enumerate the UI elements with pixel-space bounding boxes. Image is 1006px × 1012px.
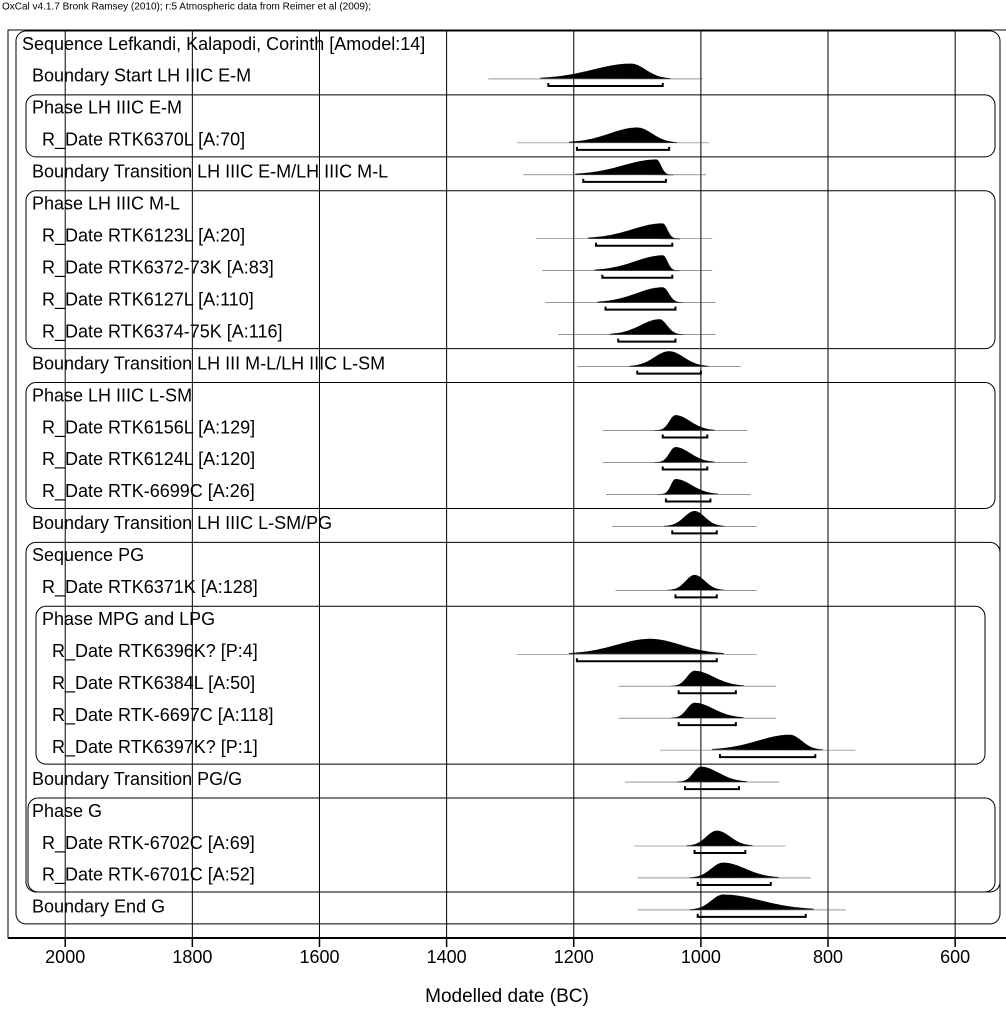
row-label: R_Date RTK6123L [A:20] xyxy=(42,226,245,247)
range-bar xyxy=(674,594,718,599)
x-tick-label: 1400 xyxy=(427,947,467,967)
x-tick-label: 1200 xyxy=(554,947,594,967)
posterior xyxy=(594,255,680,272)
posterior xyxy=(711,734,823,751)
range-bar xyxy=(696,881,772,886)
posterior xyxy=(568,638,724,654)
range-bar xyxy=(661,434,709,439)
group-box xyxy=(15,30,1001,925)
row-label: Phase LH IIIC E-M xyxy=(32,98,182,118)
range-bar xyxy=(677,690,737,695)
x-tick-label: 800 xyxy=(813,947,843,967)
posterior xyxy=(689,862,779,879)
row-label: Phase LH IIIC L-SM xyxy=(32,385,192,405)
group-box xyxy=(35,605,986,765)
range-bar xyxy=(718,754,817,759)
row-label: Boundary Transition LH III M-L/LH IIIC L… xyxy=(32,353,385,373)
row-label: R_Date RTK6372-73K [A:83] xyxy=(42,257,274,278)
range-bar xyxy=(636,370,702,375)
x-tick-label: 2000 xyxy=(45,947,85,967)
row-label: R_Date RTK-6697C [A:118] xyxy=(52,705,273,726)
row-label: R_Date RTK6370L [A:70] xyxy=(42,130,245,151)
posterior xyxy=(540,63,671,79)
range-bar xyxy=(683,786,741,791)
range-bar xyxy=(601,274,674,279)
row-label: Boundary Transition PG/G xyxy=(32,769,242,789)
row-label: R_Date RTK6156L [A:129] xyxy=(42,417,255,438)
range-bar xyxy=(575,658,718,663)
x-tick-label: 1800 xyxy=(172,947,212,967)
group-box xyxy=(25,190,996,350)
row-label: Boundary Transition LH IIIC L-SM/PG xyxy=(32,513,332,533)
posterior xyxy=(610,319,684,335)
x-tick-label: 1000 xyxy=(681,947,721,967)
posterior xyxy=(575,159,674,176)
range-bar xyxy=(582,178,667,183)
row-label: Sequence PG xyxy=(32,545,144,565)
range-bar xyxy=(664,498,712,503)
posterior xyxy=(654,415,715,431)
group-box xyxy=(25,94,996,158)
row-label: Phase MPG and LPG xyxy=(42,609,215,629)
posterior xyxy=(587,223,681,240)
range-bar xyxy=(575,146,671,151)
range-bar xyxy=(677,722,737,727)
x-tick-label: 600 xyxy=(940,947,970,967)
x-axis-label: Modelled date (BC) xyxy=(425,986,589,1007)
row-label: R_Date RTK6127L [A:110] xyxy=(42,289,254,310)
posterior xyxy=(597,287,683,303)
range-bar xyxy=(671,530,718,535)
posterior xyxy=(686,830,753,847)
row-label: R_Date RTK6396K? [P:4] xyxy=(52,641,258,662)
software-note: OxCal v4.1.7 Bronk Ramsey (2010); r:5 At… xyxy=(2,2,371,13)
posterior xyxy=(667,574,725,591)
row-label: R_Date RTK6384L [A:50] xyxy=(52,673,255,694)
row-label: Boundary Transition LH IIIC E-M/LH IIIC … xyxy=(32,162,388,182)
posterior xyxy=(676,766,748,783)
posterior xyxy=(568,127,677,143)
posterior xyxy=(670,702,744,719)
x-tick-label: 1600 xyxy=(299,947,339,967)
posterior xyxy=(654,447,715,463)
range-bar xyxy=(693,850,747,854)
row-label: Boundary End G xyxy=(32,897,165,917)
posterior xyxy=(657,478,718,495)
range-bar xyxy=(594,242,674,247)
row-label: R_Date RTK-6699C [A:26] xyxy=(42,481,255,502)
range-bar xyxy=(696,913,807,918)
group-box xyxy=(27,797,996,893)
row-label: Phase LH IIIC M-L xyxy=(32,194,180,214)
row-label: Sequence Lefkandi, Kalapodi, Corinth [Am… xyxy=(22,34,425,54)
range-bar xyxy=(547,82,664,87)
posterior xyxy=(689,894,814,911)
row-label: R_Date RTK-6702C [A:69] xyxy=(42,833,255,854)
row-label: R_Date RTK6397K? [P:1] xyxy=(52,737,258,758)
row-label: R_Date RTK6374-75K [A:116] xyxy=(42,321,282,342)
row-label: Boundary Start LH IIIC E-M xyxy=(32,66,251,86)
row-label: Phase G xyxy=(32,801,102,821)
range-bar xyxy=(604,306,677,311)
posterior xyxy=(629,351,709,367)
row-label: R_Date RTK6124L [A:120] xyxy=(42,449,255,470)
range-bar xyxy=(661,466,709,471)
row-label: R_Date RTK6371K [A:128] xyxy=(42,577,258,598)
posterior xyxy=(670,670,744,687)
posterior xyxy=(664,511,725,527)
range-bar xyxy=(617,338,677,343)
row-label: R_Date RTK-6701C [A:52] xyxy=(42,865,255,886)
group-box xyxy=(25,382,996,509)
